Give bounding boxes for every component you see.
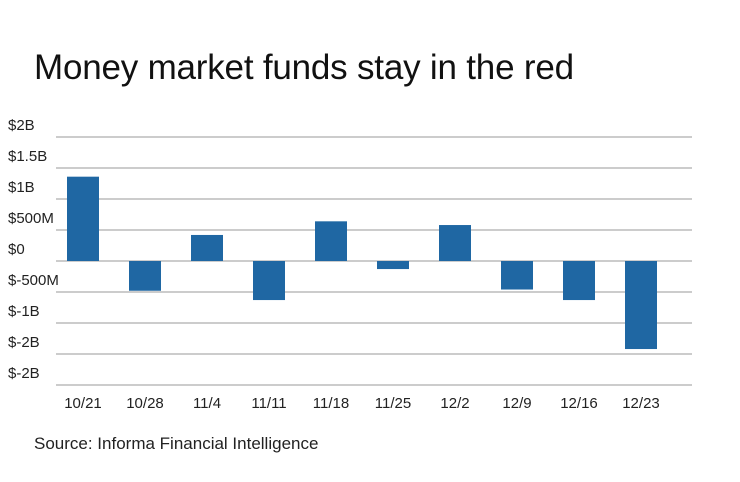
gridlines: [56, 136, 692, 386]
y-tick-label: $500M: [8, 210, 54, 227]
bar-10-21: [67, 176, 99, 261]
x-tick-label: 12/9: [502, 395, 531, 412]
y-tick-label: $2B: [8, 117, 35, 134]
x-tick-label: 11/25: [375, 395, 411, 412]
x-tick-label: 10/28: [126, 395, 164, 412]
x-tick-label: 12/2: [440, 395, 469, 412]
y-axis-ticks: $2B $1.5B $1B $500M $0 $-500M $-1B $-2B $-2B: [8, 117, 59, 382]
bar-12-16: [563, 261, 595, 301]
x-tick-label: 11/18: [313, 395, 349, 412]
x-tick-label: 10/21: [64, 395, 102, 412]
bar-11-4: [191, 234, 223, 261]
x-axis-ticks: 10/21 10/28 11/4 11/11 11/18 11/25 12/2 12/9 12/…: [64, 395, 660, 412]
bar-11-25: [377, 261, 409, 270]
bar-12-23: [625, 261, 657, 350]
bars: [67, 176, 657, 350]
y-tick-label: $0: [8, 241, 25, 258]
bar-12-2: [439, 225, 471, 261]
y-tick-label: $-1B: [8, 303, 40, 320]
bar-11-18: [315, 221, 347, 261]
x-tick-label: 11/4: [193, 395, 221, 412]
y-tick-label: $1.5B: [8, 148, 47, 165]
bar-12-9: [501, 261, 533, 290]
x-tick-label: 11/11: [251, 395, 286, 412]
bar-10-28: [129, 261, 161, 291]
bar-11-11: [253, 261, 285, 301]
y-tick-label: $1B: [8, 179, 35, 196]
y-tick-label: $-2B: [8, 365, 40, 382]
y-tick-label: $-2B: [8, 334, 40, 351]
source-note: Source: Informa Financial Intelligence: [34, 434, 319, 453]
x-tick-label: 12/16: [560, 395, 598, 412]
y-tick-label: $-500M: [8, 272, 59, 289]
x-tick-label: 12/23: [622, 395, 660, 412]
chart-title: Money market funds stay in the red: [34, 48, 574, 87]
